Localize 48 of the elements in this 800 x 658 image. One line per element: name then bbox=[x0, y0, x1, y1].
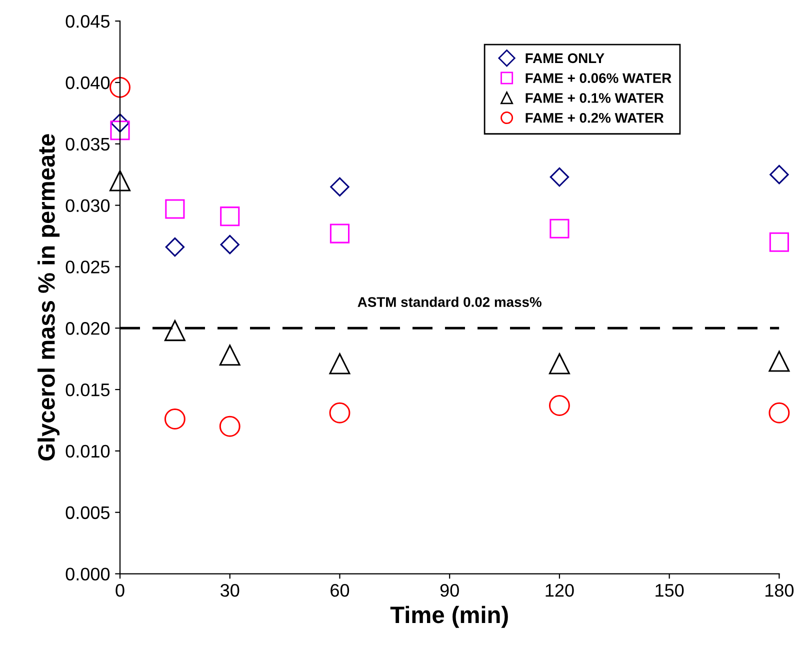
x-tick-label: 60 bbox=[330, 584, 350, 597]
x-tick-label: 150 bbox=[656, 584, 684, 597]
y-tick-label: 0.015 bbox=[66, 383, 110, 396]
point bbox=[164, 320, 186, 342]
point bbox=[550, 167, 570, 187]
x-axis-title: Time (min) bbox=[390, 606, 508, 628]
point bbox=[219, 416, 240, 437]
point bbox=[769, 232, 789, 252]
y-tick-label: 0.000 bbox=[66, 568, 110, 580]
ref-line-label: ASTM standard 0.02 mass% bbox=[358, 296, 542, 307]
point bbox=[329, 353, 350, 374]
point bbox=[768, 350, 790, 372]
point bbox=[330, 177, 350, 196]
point bbox=[548, 395, 570, 416]
point bbox=[165, 237, 185, 257]
y-axis-title: Glycerol mass % in permeate bbox=[38, 134, 60, 460]
x-tick-label: 90 bbox=[440, 584, 459, 597]
point bbox=[219, 344, 240, 366]
point bbox=[110, 120, 130, 140]
point bbox=[550, 218, 570, 238]
y-tick-label: 0.030 bbox=[66, 199, 110, 212]
y-tick-label: 0.020 bbox=[66, 322, 110, 335]
point bbox=[330, 224, 350, 244]
point bbox=[220, 206, 240, 226]
point bbox=[220, 234, 240, 254]
legend-label: FAME + 0.2% WATER bbox=[526, 112, 664, 123]
legend-label: FAME ONLY bbox=[526, 53, 604, 64]
y-tick-label: 0.010 bbox=[66, 444, 110, 458]
y-tick-label: 0.005 bbox=[66, 506, 110, 520]
legend-label: FAME + 0.1% WATER bbox=[526, 93, 664, 103]
point bbox=[110, 113, 130, 133]
point bbox=[164, 408, 186, 430]
x-tick-label: 180 bbox=[766, 584, 794, 597]
point bbox=[110, 170, 130, 192]
y-tick-label: 0.025 bbox=[66, 260, 110, 274]
point bbox=[548, 353, 570, 374]
y-tick-label: 0.035 bbox=[66, 138, 110, 151]
y-tick-label: 0.040 bbox=[66, 76, 110, 90]
x-tick-label: 30 bbox=[220, 584, 240, 597]
x-tick-label: 0 bbox=[116, 584, 124, 597]
y-tick-label: 0.045 bbox=[66, 14, 110, 28]
point bbox=[110, 76, 130, 98]
legend-label: FAME + 0.06% WATER bbox=[526, 73, 672, 84]
point bbox=[770, 164, 789, 184]
point bbox=[329, 402, 350, 424]
point bbox=[768, 402, 790, 424]
point bbox=[165, 199, 185, 219]
x-tick-label: 120 bbox=[546, 584, 574, 597]
